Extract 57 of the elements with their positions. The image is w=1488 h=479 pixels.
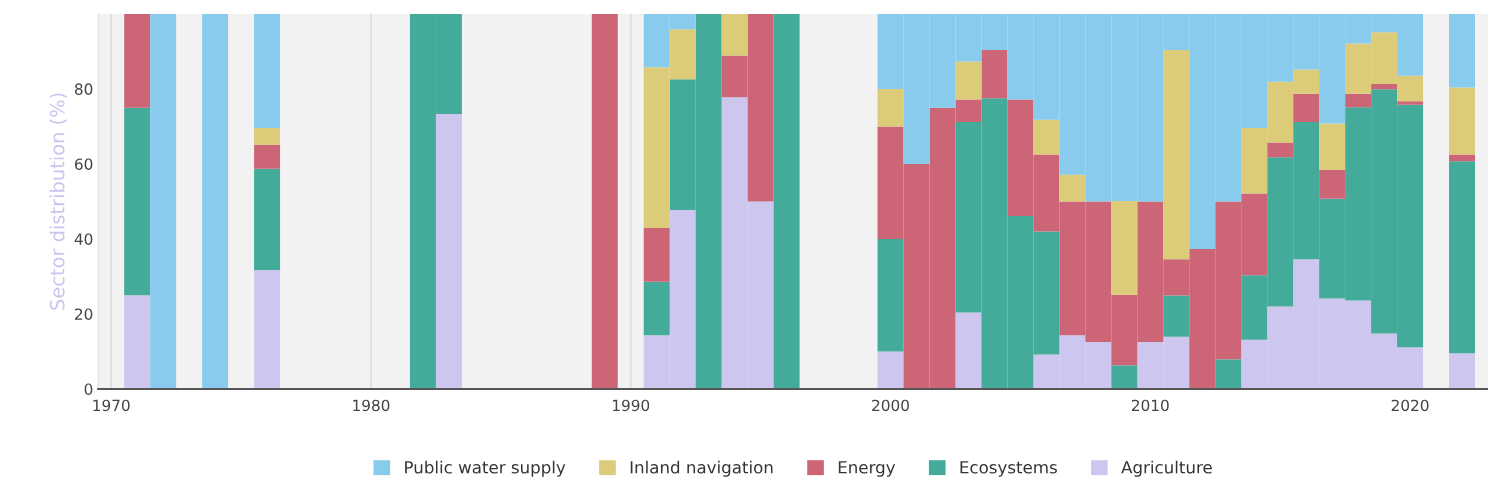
legend-label: Agriculture <box>1121 460 1212 477</box>
bar <box>955 312 982 389</box>
bar <box>254 127 281 145</box>
x-tick-label: 1990 <box>612 399 650 412</box>
bar <box>254 168 281 271</box>
bar <box>721 13 748 56</box>
y-axis-title: Sector distribution (%) <box>49 93 67 310</box>
bar <box>1163 295 1190 337</box>
x-tick-label: 2000 <box>872 399 909 412</box>
y-tick-label: 0 <box>84 383 93 395</box>
bar <box>1371 84 1398 90</box>
bar <box>254 144 281 169</box>
y-tick-label: 60 <box>74 158 93 170</box>
bar <box>643 281 670 336</box>
legend-label: Energy <box>838 461 896 477</box>
bar <box>1449 161 1476 354</box>
bar <box>1111 201 1138 295</box>
bar <box>1319 169 1346 199</box>
bar <box>1397 101 1424 105</box>
x-tick-label: 1970 <box>93 399 130 412</box>
bar <box>1449 353 1476 389</box>
bar <box>955 61 982 100</box>
bar <box>981 49 1008 99</box>
y-tick-label: 20 <box>75 308 93 320</box>
x-tick-label: 2010 <box>1131 399 1169 412</box>
bar <box>1449 13 1476 88</box>
legend-label: Public water supply <box>405 460 566 477</box>
bar <box>124 295 151 389</box>
bar <box>124 13 151 108</box>
bar <box>1267 142 1294 158</box>
bar <box>1111 365 1138 389</box>
bar <box>773 13 800 389</box>
bar <box>1449 87 1476 155</box>
bar <box>643 228 670 282</box>
bar <box>591 13 618 389</box>
bar <box>1215 359 1242 389</box>
bar <box>435 114 462 389</box>
bar <box>124 107 151 296</box>
x-tick-label: 2020 <box>1391 399 1429 412</box>
bar <box>1345 93 1372 108</box>
bar <box>150 13 177 389</box>
bar <box>1059 174 1086 202</box>
legend-label: Ecosystems <box>960 461 1057 477</box>
x-tick-label: 1980 <box>353 399 390 412</box>
bar <box>877 351 904 389</box>
bar <box>877 238 904 352</box>
bar <box>1033 119 1060 155</box>
bar <box>202 13 229 389</box>
y-tick-label: 80 <box>74 83 93 95</box>
legend-label: Inland navigation <box>630 460 773 477</box>
bar <box>877 88 904 127</box>
bar <box>254 270 281 389</box>
bar <box>254 13 281 128</box>
bar <box>1163 49 1190 260</box>
bar <box>1319 123 1346 170</box>
bar <box>1293 93 1320 122</box>
y-tick-label: 40 <box>74 233 93 245</box>
